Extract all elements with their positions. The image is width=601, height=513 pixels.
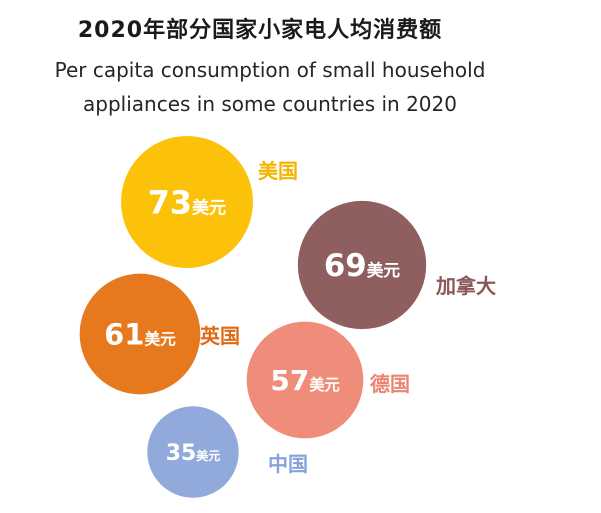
bubble-1 [297,200,427,330]
bubble-value-label-0: 73美元 [148,185,226,221]
bubble-0 [121,136,253,268]
bubble-value-label-2: 61美元 [104,317,176,351]
country-label-1: 加拿大 [435,274,496,298]
chart-subtitle-line-2: appliances in some countries in 2020 [83,92,457,116]
bubble-group-3: 57美元 德国 [246,321,410,439]
bubble-value-label-4: 35美元 [166,441,221,466]
country-label-0: 美国 [258,159,298,183]
chart-subtitle-line-1: Per capita consumption of small househol… [54,58,486,82]
country-label-3: 德国 [370,372,410,396]
bubble-group-2: 61美元 英国 [79,273,240,395]
country-label-4: 中国 [268,452,308,476]
bubble-3 [246,321,364,439]
bubble-2 [79,273,201,395]
chart-title: 2020年部分国家小家电人均消费额 [77,18,443,43]
country-label-2: 英国 [200,324,240,348]
bubble-value-label-1: 69美元 [324,248,401,284]
bubble-4 [147,406,239,498]
bubble-group-0: 73美元 美国 [121,136,298,268]
bubble-value-label-3: 57美元 [270,364,339,397]
bubble-group-4: 35美元 中国 [147,406,308,498]
